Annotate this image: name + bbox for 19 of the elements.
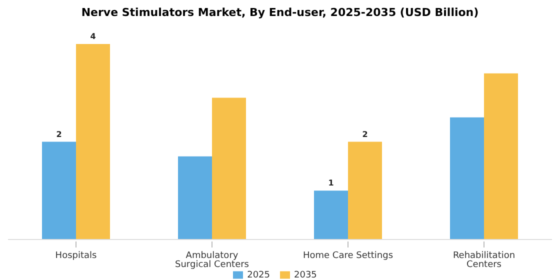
bar: [212, 98, 246, 240]
chart-title: Nerve Stimulators Market, By End-user, 2025-2035 (USD Billion): [80, 5, 480, 21]
x-tick-label: Hospitals: [55, 250, 98, 261]
bar: [178, 156, 212, 240]
data-label: 2: [362, 130, 368, 139]
data-label: 4: [90, 32, 96, 41]
x-tick-label: Ambulatory Surgical Centers: [175, 250, 250, 270]
bar: [348, 142, 382, 240]
bar: [314, 190, 348, 240]
data-label: 1: [328, 178, 334, 188]
bar: [76, 44, 110, 240]
bar: [450, 117, 484, 240]
bar: [42, 142, 76, 240]
legend-label: 2025: [247, 270, 270, 280]
legend-label: 2035: [294, 270, 317, 280]
data-label: 2: [56, 130, 62, 139]
bar: [484, 73, 518, 240]
x-tick-label: Rehabilitation Centers: [452, 250, 516, 270]
x-tick-label: Home Care Settings: [302, 250, 394, 261]
